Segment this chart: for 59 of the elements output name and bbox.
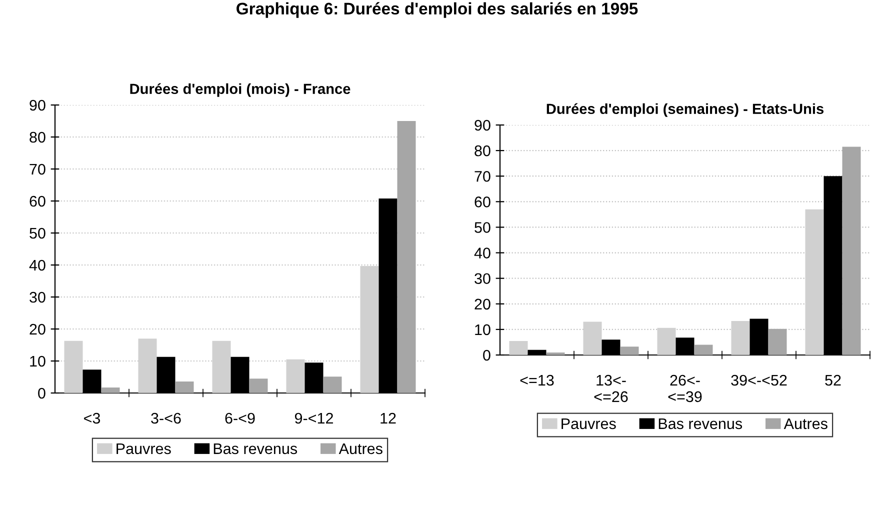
legend-label: Pauvres [116,443,171,454]
y-tick-label: 20 [30,324,46,335]
x-tick-label: 52 [825,374,841,386]
bar [657,328,676,355]
y-tick-label: 10 [475,324,490,336]
legend-label: Pauvres [562,418,616,430]
bar [768,328,787,355]
bar [101,388,120,393]
bar [323,376,342,393]
text: Graphique 6: Durées d'emploi des salariés en 1995 [236,2,638,18]
y-tick-label: 70 [30,164,46,175]
bar [249,378,268,393]
legend-label: Autres [338,443,382,454]
y-tick-label: 30 [474,273,490,284]
bar [805,209,824,355]
y-tick-label: 70 [474,170,490,182]
y-tick-label: 80 [30,132,46,143]
y-tick-label: 50 [30,228,46,239]
x-tick-label: <3 [84,412,100,424]
bar [620,346,639,355]
y-tick-label: 60 [474,196,490,208]
bar [212,340,231,393]
bar [731,321,750,355]
y-tick-label: 50 [474,222,490,233]
x-tick-label: 12 [380,412,396,424]
y-tick-label: 80 [474,145,490,156]
chart-title: Durées d'emploi (mois) - France [130,83,350,97]
y-tick-label: 40 [474,248,490,258]
legend-label: Bas revenus [658,418,742,430]
legend-label: Bas revenus [214,443,298,454]
y-tick-label: 90 [474,120,490,131]
y-tick-label: 10 [30,356,46,367]
bar [138,338,157,393]
y-tick-label: 40 [29,260,46,271]
y-tick-label: 20 [474,298,490,310]
bar [286,359,305,393]
x-tick-label: 26<- <=39 [668,374,702,402]
bar [360,266,379,393]
bar [583,322,602,355]
x-tick-label: <=13 [520,374,554,386]
y-tick-label: 60 [30,196,46,207]
chart-title: Durées d'emploi (semaines) - Etats-Unis [546,103,824,117]
bar [694,344,713,355]
bar [64,340,83,393]
y-tick-label: 0 [483,350,490,361]
x-tick-label: 6-<9 [225,412,255,424]
y-tick-label: 0 [38,388,46,399]
y-tick-label: 90 [30,100,46,111]
bar [175,381,194,393]
bar [546,352,565,355]
bar [509,340,528,355]
legend-label: Autres [784,418,828,430]
y-tick-label: 30 [30,292,46,303]
x-tick-label: 13<- <=26 [594,374,628,402]
bar [842,146,861,355]
bar [397,121,416,393]
x-tick-label: 3-<6 [151,412,181,424]
x-tick-label: 9-<12 [294,412,333,424]
x-tick-label: 39<-<52 [731,374,787,386]
